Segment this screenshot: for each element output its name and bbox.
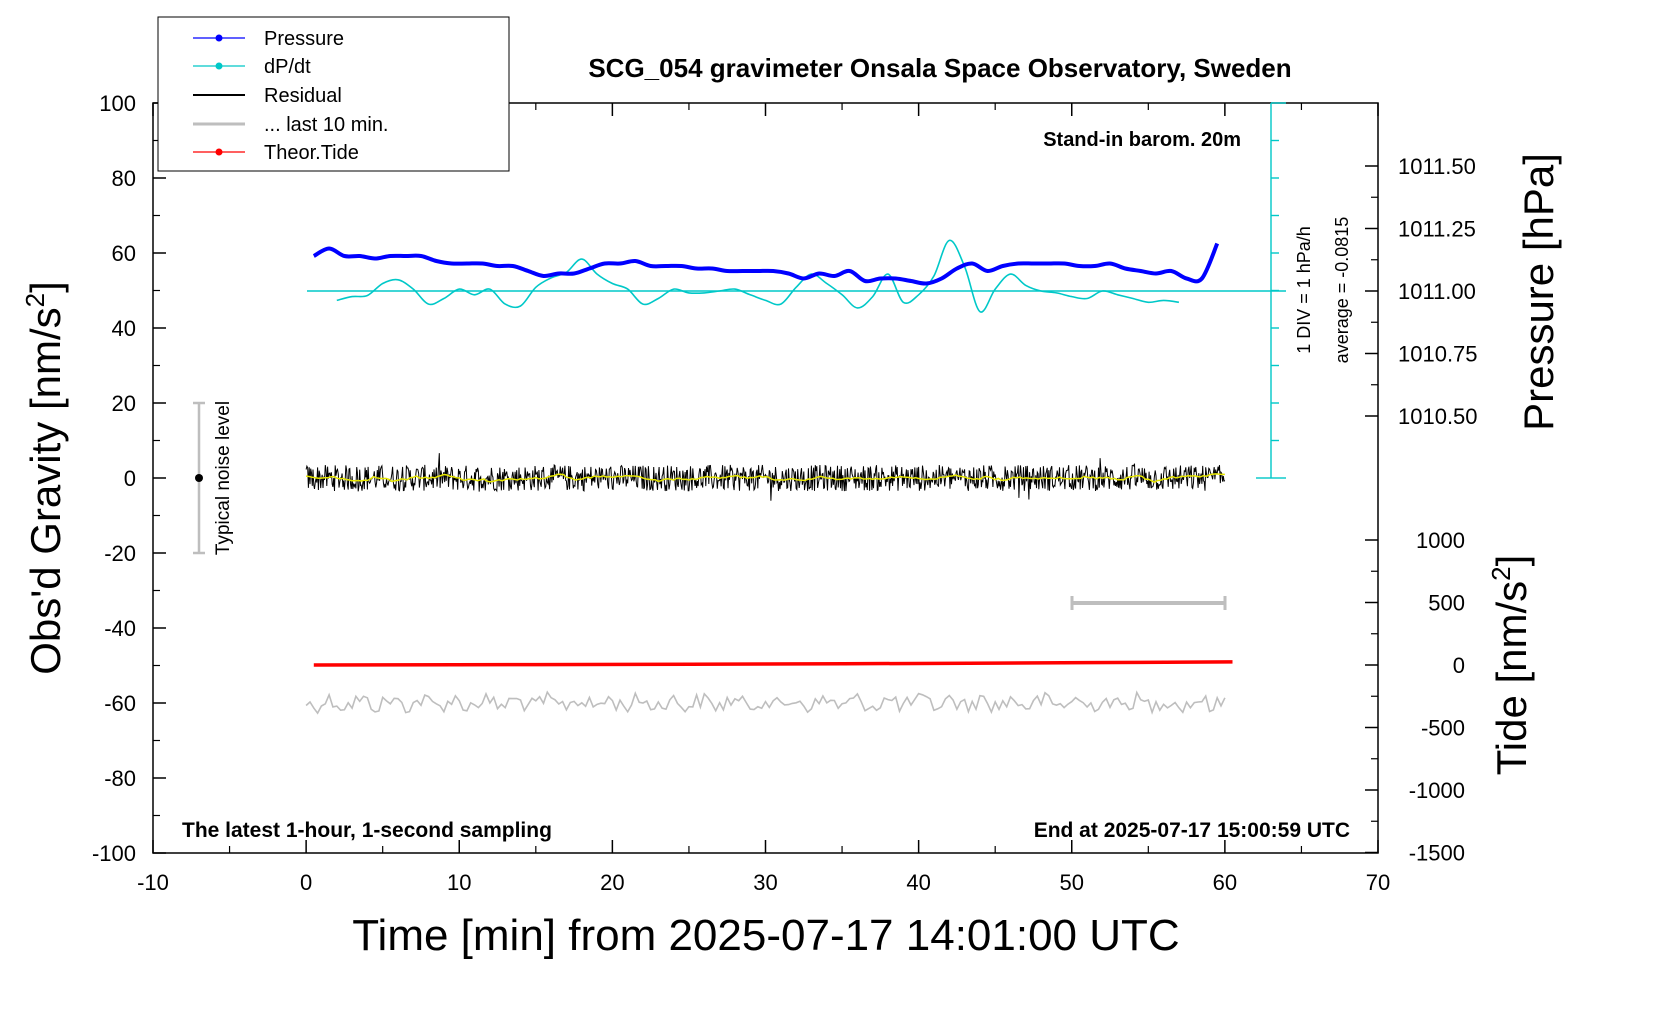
y-tick-label: 100	[99, 91, 136, 116]
legend-residual: Residual	[264, 85, 342, 107]
chart-title: SCG_054 gravimeter Onsala Space Observat…	[588, 53, 1291, 83]
y-axis-label: Obs'd Gravity [nm/s2]	[20, 281, 69, 675]
last-10-min-trace	[305, 690, 1226, 715]
pressure-tick-label: 1011.50	[1398, 154, 1476, 179]
barometer-note: Stand-in barom. 20m	[1043, 129, 1241, 151]
x-tick-label: 40	[906, 870, 930, 895]
y-tick-label: -100	[92, 841, 136, 866]
x-tick-label: 30	[753, 870, 777, 895]
x-axis-ticks: -10 0 10 20 30 40 50 60 70	[137, 103, 1390, 895]
y-tick-label: -60	[104, 691, 136, 716]
noise-level-bar	[193, 401, 205, 555]
dpdt-line	[336, 239, 1180, 313]
pressure-tick-label: 1011.25	[1398, 217, 1476, 242]
legend-pressure: Pressure	[264, 28, 344, 50]
tide-tick-label: -1500	[1409, 841, 1465, 866]
x-tick-label: 0	[300, 870, 312, 895]
residual-smoothed-line	[306, 473, 1225, 484]
legend: Pressure dP/dt Residual ... last 10 min.…	[157, 16, 510, 172]
legend-tide-marker	[215, 148, 223, 156]
y-tick-label: 40	[112, 316, 136, 341]
legend-dpdt-marker	[215, 62, 223, 70]
tide-axis-ticks: 1000 500 0 -500 -1000 -1500	[1365, 528, 1465, 866]
y-tick-label: 20	[112, 391, 136, 416]
average-note: average = -0.0815	[1332, 217, 1352, 364]
theor-tide-line	[313, 660, 1233, 667]
pressure-tick-label: 1010.50	[1398, 404, 1478, 429]
y-tick-label: -80	[104, 766, 136, 791]
y-axis-ticks: 100 80 60 40 20 0 -20 -40 -60 -80 -100	[92, 91, 166, 866]
pressure-tick-label: 1011.00	[1398, 279, 1476, 304]
pressure-tick-label: 1010.75	[1398, 342, 1478, 367]
sampling-note: The latest 1-hour, 1-second sampling	[182, 819, 552, 842]
x-tick-label: 10	[447, 870, 471, 895]
pressure-axis-ticks: 1011.50 1011.25 1011.00 1010.75 1010.50	[1365, 154, 1478, 429]
pressure-line	[312, 242, 1220, 286]
x-tick-label: 20	[600, 870, 624, 895]
y-tick-label: 0	[124, 466, 136, 491]
x-tick-label: -10	[137, 870, 169, 895]
legend-tide: Theor.Tide	[264, 142, 359, 164]
x-tick-label: 50	[1060, 870, 1084, 895]
end-time-note: End at 2025-07-17 15:00:59 UTC	[1034, 819, 1350, 842]
residual-line	[305, 453, 1226, 501]
x-tick-label: 70	[1366, 870, 1390, 895]
last-10-min-bar	[1070, 596, 1227, 610]
y-tick-label: -20	[104, 541, 136, 566]
y-tick-label: -40	[104, 616, 136, 641]
series-layer	[305, 239, 1233, 715]
y-tick-label: 80	[112, 166, 136, 191]
tide-tick-label: -1000	[1409, 778, 1465, 803]
tide-tick-label: 0	[1453, 653, 1465, 678]
legend-last10: ... last 10 min.	[264, 114, 389, 136]
y-tick-label: 60	[112, 241, 136, 266]
tide-tick-label: -500	[1421, 716, 1465, 741]
tide-tick-label: 500	[1428, 591, 1465, 616]
pressure-axis-label: Pressure [hPa]	[1515, 153, 1562, 431]
noise-level-label: Typical noise level	[213, 401, 234, 555]
x-tick-label: 60	[1213, 870, 1237, 895]
legend-pressure-marker	[215, 34, 223, 42]
tide-tick-label: 1000	[1416, 528, 1465, 553]
legend-dpdt: dP/dt	[264, 56, 311, 78]
div-note: 1 DIV = 1 hPa/h	[1294, 226, 1314, 354]
x-axis-label: Time [min] from 2025-07-17 14:01:00 UTC	[352, 911, 1179, 960]
tide-axis-label: Tide [nm/s2]	[1486, 555, 1535, 776]
